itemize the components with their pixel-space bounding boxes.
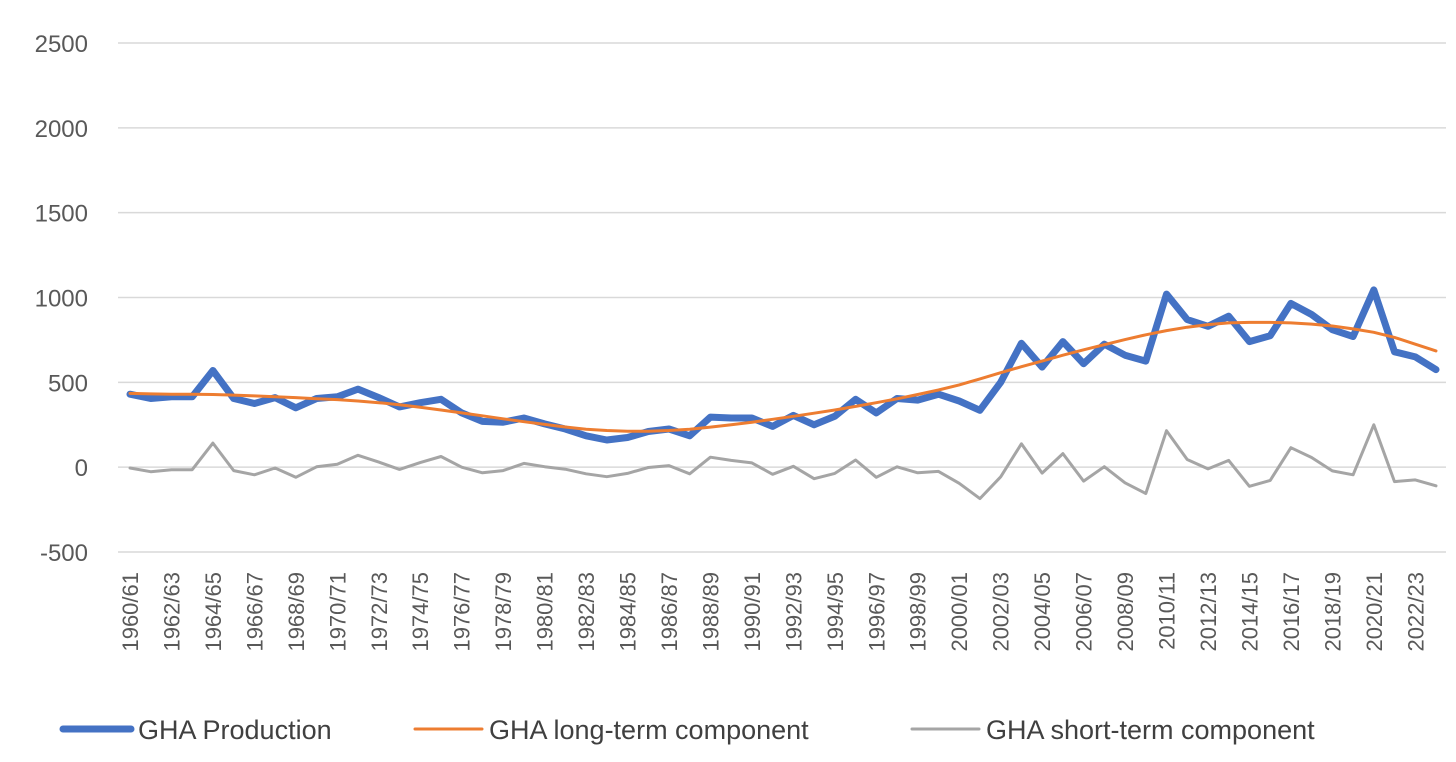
x-tick-label: 1986/87 [657,572,682,652]
x-tick-label: 1976/77 [450,572,475,652]
x-tick-label: 2002/03 [989,572,1014,652]
x-tick-label: 1972/73 [367,572,392,652]
x-axis-ticks: 1960/61 1962/63 1964/65 1966/67 1968/69 1970/… [118,572,1428,652]
y-tick-label: 1000 [35,286,88,313]
x-tick-label: 1996/97 [864,572,889,652]
x-tick-label: 1962/63 [159,572,184,652]
x-tick-label: 2022/23 [1403,572,1428,652]
x-tick-label: 2020/21 [1362,572,1387,652]
series-line-2 [128,423,1438,501]
x-tick-label: 1964/65 [201,572,226,652]
x-tick-label: 1960/61 [118,572,143,652]
y-tick-label: 2500 [35,31,88,58]
y-tick-label: 0 [75,455,88,482]
x-tick-label: 1988/89 [698,572,723,652]
x-tick-label: 1978/79 [491,572,516,652]
y-tick-label: 500 [48,370,88,397]
y-tick-label: -500 [40,540,88,567]
series-lines [126,286,1440,501]
x-tick-label: 2006/07 [1072,572,1097,652]
x-tick-label: 1994/95 [823,572,848,652]
legend-label: GHA short-term component [986,715,1315,745]
y-axis-ticks: -500 0 500 1000 1500 2000 2500 [35,31,88,567]
x-tick-label: 2012/13 [1196,572,1221,652]
x-tick-label: 2018/19 [1320,572,1345,652]
x-tick-label: 1990/91 [740,572,765,652]
x-tick-label: 1982/83 [574,572,599,652]
x-tick-label: 1968/69 [284,572,309,652]
series-line-0 [126,286,1440,444]
legend: GHA Production GHA long-term component GHA… [59,715,1315,745]
gridlines [118,42,1446,553]
x-tick-label: 1970/71 [325,572,350,652]
x-tick-label: 2014/15 [1237,572,1262,652]
x-tick-label: 1992/93 [781,572,806,652]
x-tick-label: 2010/11 [1155,572,1180,650]
x-tick-label: 2016/17 [1279,572,1304,652]
x-tick-label: 1984/85 [616,572,641,652]
series-line-1 [128,320,1438,433]
x-tick-label: 1974/75 [408,572,433,652]
y-tick-label: 2000 [35,116,88,143]
legend-label: GHA long-term component [489,715,809,745]
x-tick-label: 2000/01 [947,572,972,652]
x-tick-label: 2008/09 [1113,572,1138,652]
legend-label: GHA Production [138,715,332,745]
x-tick-label: 1966/67 [242,572,267,652]
y-tick-label: 1500 [35,201,88,228]
x-tick-label: 1998/99 [906,572,931,652]
x-tick-label: 2004/05 [1030,572,1055,652]
x-tick-label: 1980/81 [533,572,558,652]
